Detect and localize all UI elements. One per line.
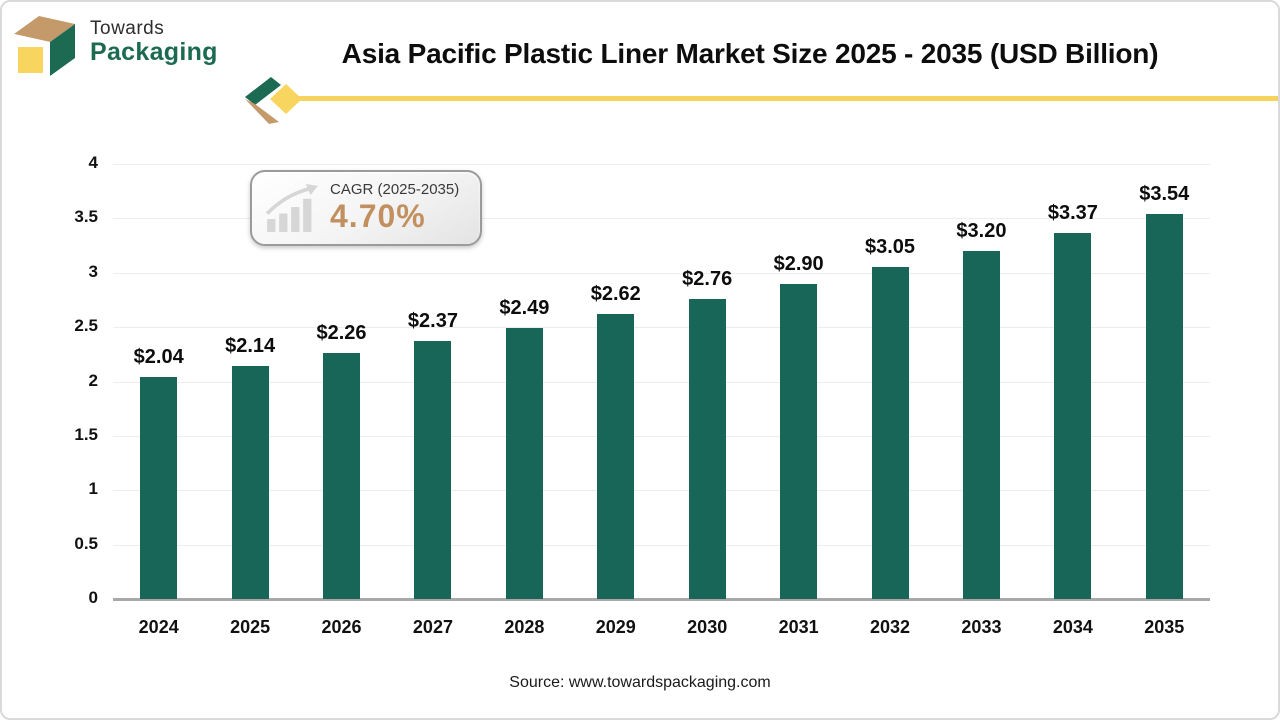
bar-value-label: $3.54 <box>1139 183 1190 206</box>
title-underline <box>296 96 1280 101</box>
bar <box>505 328 543 599</box>
bar <box>1054 232 1092 599</box>
bar-value-label: $2.49 <box>499 297 550 320</box>
x-tick-label: 2033 <box>961 617 1002 637</box>
cagr-text: CAGR (2025-2035) 4.70% <box>330 182 459 234</box>
bar-value-label: $2.04 <box>133 346 184 369</box>
x-tick-label: 2029 <box>595 617 636 637</box>
y-tick-label: 3 <box>88 261 98 281</box>
x-tick-label: 2031 <box>778 617 819 637</box>
cagr-value: 4.70% <box>330 197 426 234</box>
bar <box>414 341 452 599</box>
y-tick-label: 0.5 <box>74 533 98 553</box>
x-tick-label: 2030 <box>687 617 728 637</box>
gridline <box>113 164 1210 165</box>
brand-logo: Towards Packaging <box>12 13 218 77</box>
gridline <box>113 544 1210 546</box>
x-tick-label: 2024 <box>138 617 179 637</box>
gridline <box>113 435 1210 437</box>
x-tick-label: 2035 <box>1144 617 1185 637</box>
bar-value-label: $2.76 <box>682 267 733 290</box>
x-tick-label: 2025 <box>230 617 271 637</box>
y-tick-label: 0 <box>88 588 98 607</box>
bar-value-label: $2.90 <box>773 252 824 275</box>
bar-value-label: $2.26 <box>316 322 367 345</box>
y-tick-label: 1.5 <box>74 424 98 444</box>
y-tick-label: 2 <box>88 370 98 390</box>
brand-name-top: Towards <box>90 18 165 39</box>
y-tick-label: 1 <box>88 479 98 499</box>
bar-value-label: $3.20 <box>956 220 1007 242</box>
title-diamond-icon <box>245 77 302 124</box>
bar <box>962 251 1000 599</box>
brand-name-bottom: Packaging <box>90 37 218 66</box>
bar <box>688 298 726 599</box>
cagr-badge: CAGR (2025-2035) 4.70% <box>250 170 482 246</box>
gridline <box>113 218 1210 220</box>
bar <box>1145 214 1183 599</box>
bar-value-label: $2.37 <box>407 310 458 333</box>
gridline <box>113 381 1210 383</box>
bar-value-label: $3.37 <box>1047 201 1098 224</box>
x-tick-label: 2032 <box>870 617 911 637</box>
y-tick-label: 2.5 <box>74 316 98 336</box>
bar-value-label: $3.05 <box>865 236 916 259</box>
cagr-label: CAGR (2025-2035) <box>330 181 460 199</box>
gridline <box>113 272 1210 274</box>
x-tick-label: 2034 <box>1052 617 1093 637</box>
x-tick-label: 2026 <box>321 617 362 637</box>
source-text: Source: www.towardspackaging.com <box>509 674 771 691</box>
y-tick-label: 3.5 <box>74 207 98 227</box>
brand-name: Towards Packaging <box>90 13 218 66</box>
y-tick-label: 4 <box>88 153 98 172</box>
bar <box>780 283 818 599</box>
bar-value-label: $2.62 <box>590 283 641 306</box>
packaging-box-icon <box>14 16 75 76</box>
bar <box>871 267 909 599</box>
page-title: Asia Pacific Plastic Liner Market Size 2… <box>341 38 1159 69</box>
x-tick-label: 2027 <box>412 617 453 637</box>
bar <box>231 366 269 599</box>
bar-value-label: $2.14 <box>225 335 276 358</box>
bar <box>597 314 635 599</box>
bar <box>323 353 361 599</box>
gridline <box>113 327 1210 329</box>
bar <box>140 377 178 599</box>
growth-chart-icon <box>265 184 318 232</box>
x-axis-line <box>113 598 1210 601</box>
gridline <box>113 490 1210 492</box>
x-tick-label: 2028 <box>504 617 545 637</box>
